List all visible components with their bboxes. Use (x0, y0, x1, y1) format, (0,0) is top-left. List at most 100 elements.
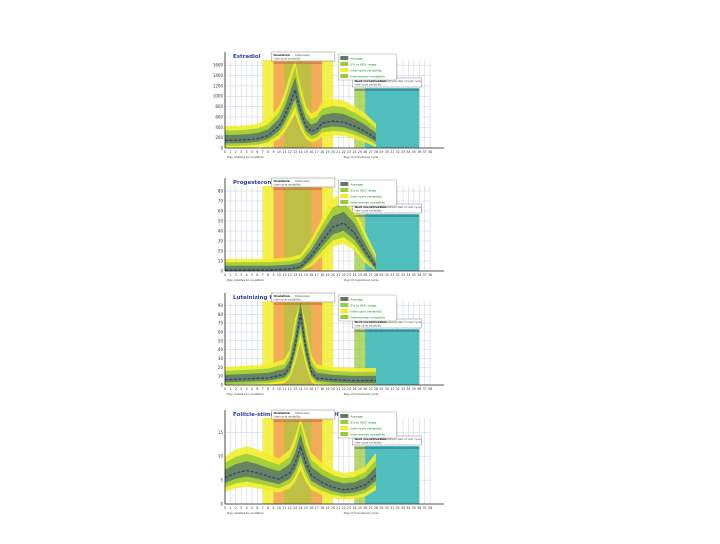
legend-label: Inter-woman variability (350, 75, 385, 79)
x-tick-label: 35 (412, 150, 416, 154)
x-tick-label: 9 (273, 506, 275, 510)
y-tick-label: 5 (220, 478, 223, 483)
x-tick-label: 22 (342, 506, 346, 510)
x-tick-label: 24 (352, 150, 356, 154)
y-tick-label: 90 (218, 303, 224, 308)
legend-label: Average (350, 57, 362, 61)
x-tick-label: 36 (417, 387, 421, 391)
x-tick-label: 36 (417, 273, 421, 277)
chart-title: Estradiol (233, 54, 261, 60)
x-tick-label: 30 (385, 150, 389, 154)
average-line (224, 314, 377, 382)
legend-label: Inter-woman variability (350, 433, 385, 437)
x-tick-label: 38 (428, 387, 432, 391)
y-tick-label: 80 (218, 312, 224, 317)
x-tick-label: 31 (390, 506, 394, 510)
x-tick-label: 25 (358, 387, 362, 391)
x-tick-label: 29 (379, 150, 383, 154)
x-tick-label: 0 (224, 273, 226, 277)
x-tick-label: 29 (379, 506, 383, 510)
x-tick-label: 35 (412, 506, 416, 510)
x-tick-label: 26 (363, 387, 367, 391)
legend-label: Inter-woman variability (350, 316, 385, 320)
x-tick-label: 5 (251, 150, 253, 154)
x-tick-label: 12 (288, 150, 292, 154)
legend-swatch (340, 188, 349, 192)
y-tick-label: 1400 (213, 73, 224, 78)
ovulation-sub: Interscaly (295, 179, 310, 183)
x-tick-label: 3 (240, 150, 242, 154)
x-tick-label: 24 (352, 506, 356, 510)
legend-label: Average (350, 298, 362, 302)
x-tick-label: 12 (288, 506, 292, 510)
x-tick-label: 2 (235, 150, 237, 154)
x-tick-label: 21 (336, 387, 340, 391)
y-tick-label: 50 (218, 219, 224, 224)
y-tick-label: 400 (215, 125, 223, 130)
x-tick-label: 28 (374, 506, 378, 510)
x-tick-label: 15 (304, 387, 308, 391)
ovulation-box (271, 177, 336, 188)
x-tick-label: 12 (288, 273, 292, 277)
next-line2: Inter-cycle variability (354, 209, 382, 213)
next-title: Next menstruation (354, 437, 386, 441)
x-tick-label: 29 (379, 273, 383, 277)
x-tick-label: 16 (309, 506, 313, 510)
y-tick-label: 40 (218, 229, 224, 234)
x-tick-label: 33 (401, 273, 405, 277)
legend-label: Average (350, 415, 362, 419)
legend-swatch (340, 303, 349, 307)
x-tick-label: 16 (309, 387, 313, 391)
x-tick-label: 0 (224, 506, 226, 510)
y-tick-label: 40 (218, 347, 224, 352)
x-tick-label: 7 (262, 150, 264, 154)
x-tick-label: 31 (390, 273, 394, 277)
x-tick-label: 11 (282, 273, 286, 277)
y-tick-label: 1200 (213, 83, 224, 88)
y-tick-label: 30 (218, 356, 224, 361)
ovulation-line2: Inter-cycle variability (274, 57, 302, 61)
next-title: Next menstruation (354, 320, 386, 324)
ovulation-sub: Interscaly (295, 294, 310, 298)
x-tick-label: 3 (240, 387, 242, 391)
chart-title: Progesterone (233, 180, 275, 186)
x-tick-label: 31 (390, 387, 394, 391)
x-tick-label: 15 (304, 150, 308, 154)
ovulation-sub: Interscaly (295, 53, 310, 57)
y-tick-label: 0 (220, 383, 223, 388)
next-line2: Inter-cycle variability (354, 441, 382, 445)
x-tick-label: 6 (256, 506, 258, 510)
x-tick-label: 6 (256, 273, 258, 277)
x-tick-label: 9 (273, 150, 275, 154)
legend-swatch (340, 194, 349, 198)
x-tick-label: 12 (288, 387, 292, 391)
legend-label: Average (350, 183, 362, 187)
x-tick-label: 10 (277, 387, 281, 391)
y-tick-label: 200 (215, 135, 223, 140)
next-title: Next menstruation (354, 205, 386, 209)
x-tick-label: 36 (417, 150, 421, 154)
ovulation-sub: Interscaly (295, 411, 310, 415)
legend-swatch (340, 62, 349, 66)
x-tick-label: 2 (235, 273, 237, 277)
x-tick-label: 11 (282, 150, 286, 154)
y-tick-label: 10 (218, 374, 224, 379)
ovulation-title: Ovulation (274, 411, 290, 415)
legend-swatch (340, 68, 349, 72)
legend-label: 5% to 95% range (350, 304, 376, 308)
x-tick-label: 25 (358, 150, 362, 154)
x-tick-label: 18 (320, 387, 324, 391)
x-tick-label: 37 (423, 506, 427, 510)
x-tick-label: 13 (293, 150, 297, 154)
x-tick-label: 2 (235, 506, 237, 510)
range-inner (225, 433, 377, 494)
x-tick-label: 28 (374, 273, 378, 277)
x-tick-label: 19 (325, 506, 329, 510)
x-tick-label: 23 (347, 273, 351, 277)
ovulation-title: Ovulation (274, 179, 290, 183)
x-tick-label: 25 (358, 506, 362, 510)
